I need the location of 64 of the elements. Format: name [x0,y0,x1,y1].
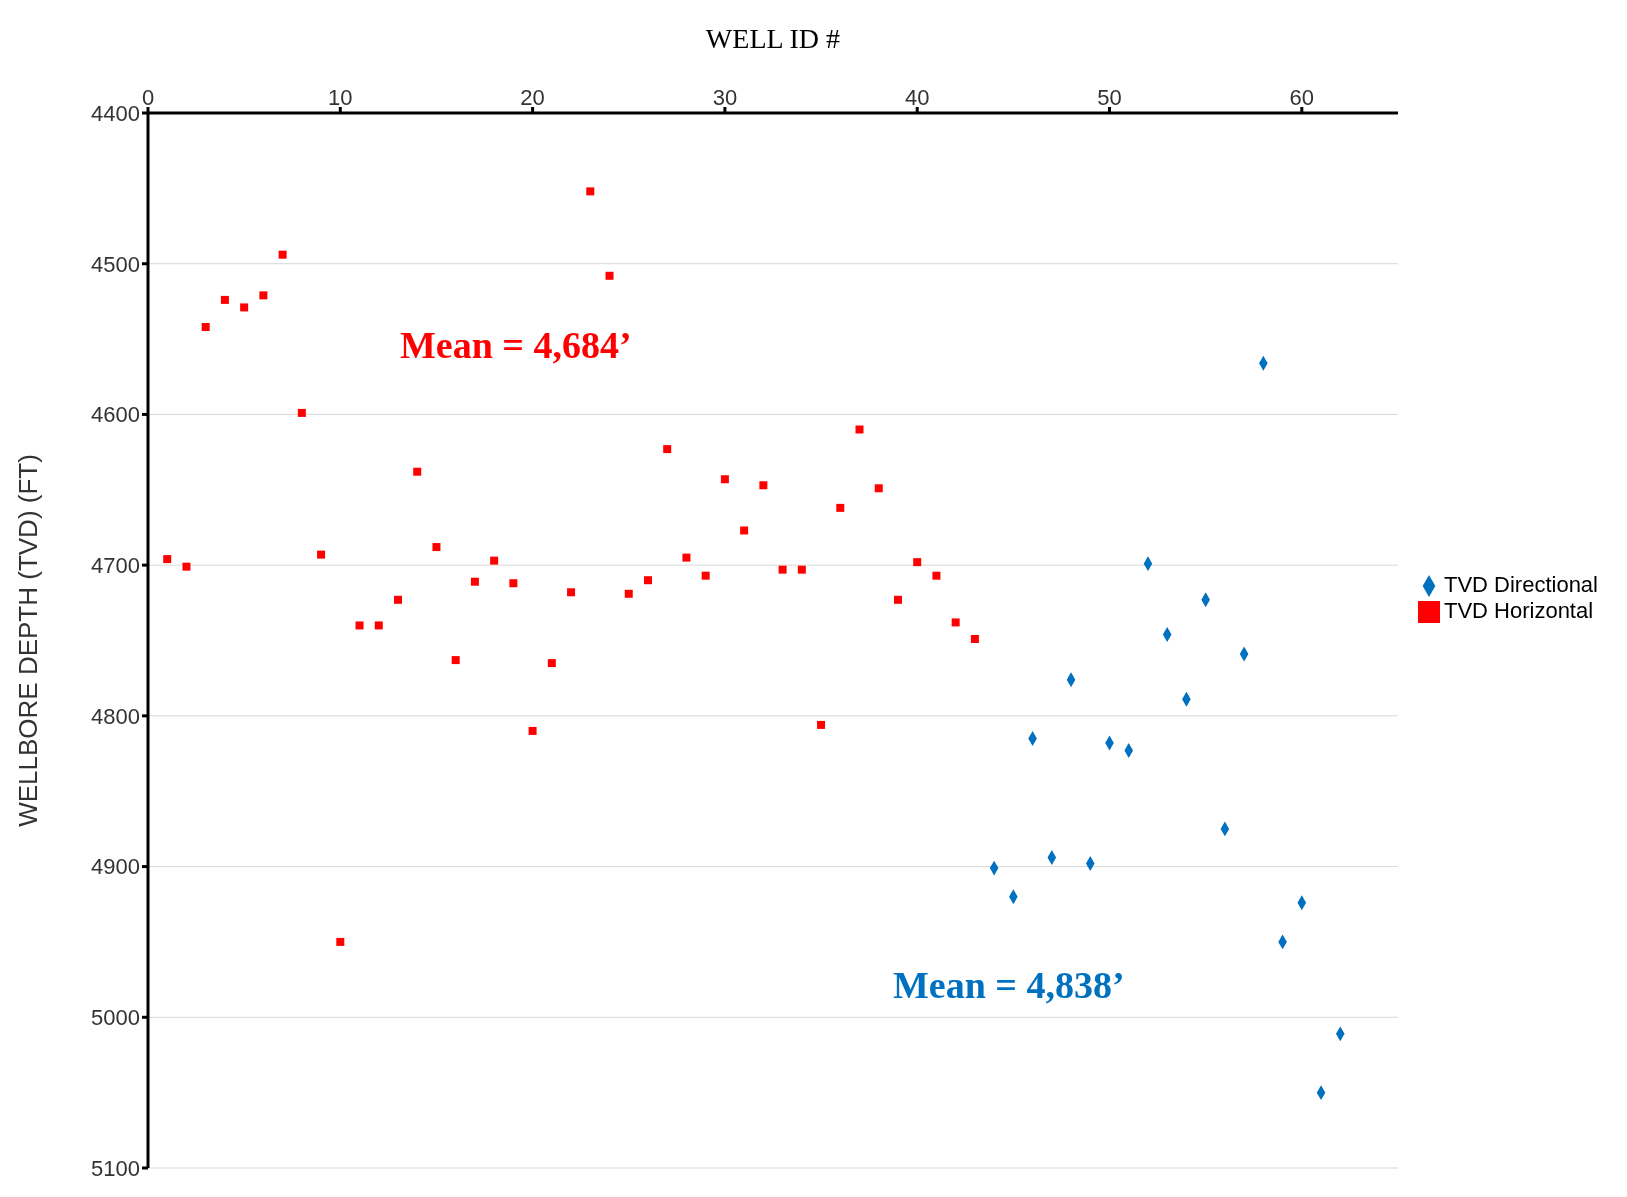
point [663,445,672,454]
point [874,484,883,493]
point [567,588,576,597]
point [893,595,902,604]
point [374,621,383,630]
point [605,271,614,280]
point [682,553,691,562]
point [836,503,845,512]
point [163,555,172,564]
point [547,659,556,668]
point [355,621,364,630]
point [336,937,345,946]
x-tick-label: 50 [1097,85,1122,110]
point [297,408,306,417]
point [759,481,768,490]
point [951,618,960,627]
x-tick-label: 10 [328,85,353,110]
x-tick-label: 40 [904,85,930,110]
y-tick-label: 4800 [91,703,140,729]
point [240,303,249,312]
point [970,634,979,643]
y-axis-title: WELLBORE DEPTH (TVD) (FT) [13,454,44,827]
y-tick-label: 5000 [91,1005,140,1031]
point [720,475,729,484]
point [778,565,787,574]
point [701,571,710,580]
y-tick-label: 5100 [91,1155,140,1181]
x-tick-label: 0 [141,85,155,110]
point [817,720,826,729]
point [432,543,441,552]
y-tick-label: 4400 [91,100,140,126]
point [586,187,595,196]
point [259,291,268,300]
point [855,425,864,434]
y-tick-label: 4600 [91,402,140,428]
point [451,656,460,665]
point [509,579,518,588]
point [740,526,749,535]
x-axis-title: WELL ID # [705,22,841,54]
point [643,576,652,585]
point [201,323,210,332]
x-tick-label: 20 [520,85,545,110]
legend-label: TVD Horizontal [1443,598,1594,623]
point [317,550,326,559]
point [470,577,479,586]
point [413,467,422,476]
annotation: Mean = 4,838’ [893,963,1125,1007]
y-tick-label: 4500 [91,251,140,277]
point [913,558,922,567]
point [182,562,191,571]
point [932,571,941,580]
x-tick-label: 30 [712,85,738,110]
annotation: Mean = 4,684’ [400,323,632,367]
y-tick-label: 4700 [91,552,140,578]
point [624,589,633,598]
x-tick-label: 60 [1289,85,1315,110]
point [220,295,229,304]
point [393,595,402,604]
y-tick-label: 4900 [91,854,140,880]
point [528,726,537,735]
point [797,565,806,574]
legend-label: TVD Directional [1443,572,1598,597]
point [278,250,287,259]
point [490,556,499,565]
